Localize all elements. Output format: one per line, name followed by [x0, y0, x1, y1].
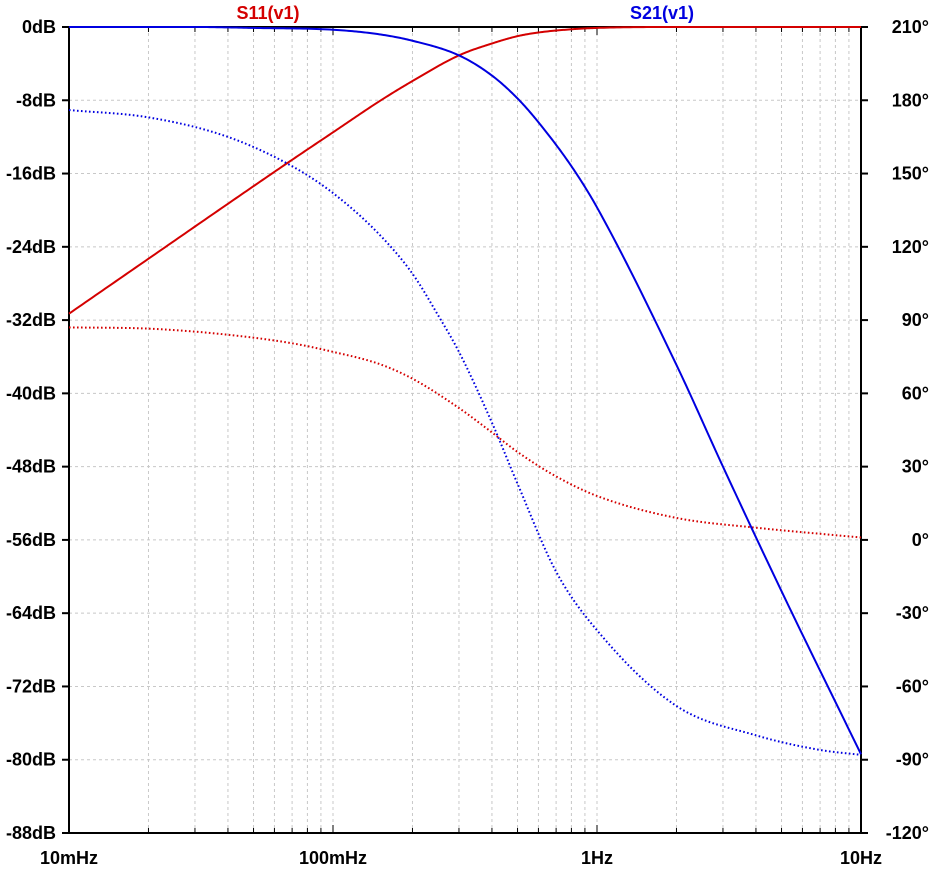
- legend-s21: S21(v1): [630, 3, 694, 23]
- y-right-tick-label: 90°: [902, 310, 929, 330]
- y-left-tick-label: 0dB: [22, 17, 56, 37]
- grid: [69, 27, 861, 833]
- y-left-tick-label: -8dB: [16, 90, 56, 110]
- x-tick-label: 10Hz: [840, 848, 882, 868]
- y-right-tick-label: 150°: [892, 164, 929, 184]
- y-left-tick-label: -40dB: [6, 383, 56, 403]
- legend-s11: S11(v1): [236, 3, 299, 23]
- s21-magnitude-line: [69, 26, 862, 755]
- y-right-tick-label: 210°: [892, 17, 929, 37]
- s21-phase-line: [68, 109, 862, 756]
- y-right-tick-label: -120°: [886, 823, 929, 843]
- x-tick-label: 10mHz: [40, 848, 98, 868]
- y-right-tick-label: -90°: [896, 750, 929, 770]
- x-tick-label: 1Hz: [581, 848, 613, 868]
- y-left-tick-label: -56dB: [6, 530, 56, 550]
- s11-magnitude-line: [68, 26, 861, 315]
- y-right-tick-label: 30°: [902, 457, 929, 477]
- y-right-tick-label: -60°: [896, 676, 929, 696]
- series-group: [68, 26, 862, 756]
- y-left-tick-label: -72dB: [6, 676, 56, 696]
- y-left-tick-label: -32dB: [6, 310, 56, 330]
- y-right-tick-label: 120°: [892, 237, 929, 257]
- y-left-tick-label: -64dB: [6, 603, 56, 623]
- y-right-tick-label: 0°: [912, 530, 929, 550]
- y-left-tick-label: -24dB: [6, 237, 56, 257]
- s11-phase-line: [68, 326, 862, 539]
- y-right-tick-label: 180°: [892, 90, 929, 110]
- y-left-tick-label: -48dB: [6, 457, 56, 477]
- y-right-tick-label: -30°: [896, 603, 929, 623]
- plot-frame: [68, 26, 862, 834]
- y-left-tick-label: -88dB: [6, 823, 56, 843]
- x-tick-label: 100mHz: [299, 848, 367, 868]
- y-left-tick-label: -80dB: [6, 750, 56, 770]
- y-left-tick-label: -16dB: [6, 164, 56, 184]
- y-right-tick-label: 60°: [902, 383, 929, 403]
- tick-labels: 10mHz 100mHz 1Hz 10Hz 0dB -8dB -16dB -24dB -32dB…: [6, 17, 929, 868]
